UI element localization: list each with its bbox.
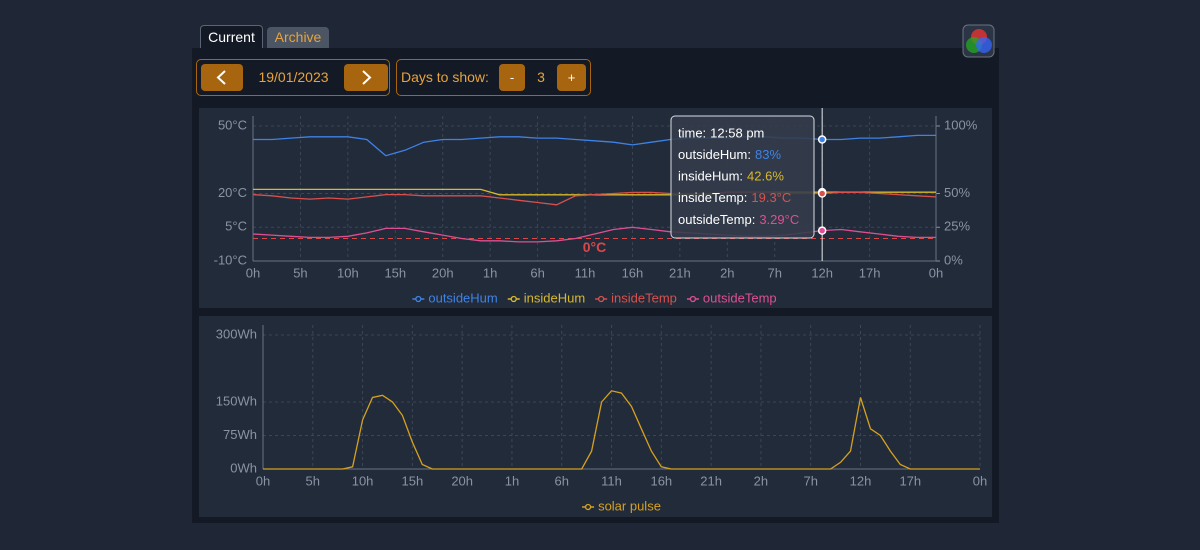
x-tick-label: 20h [451,473,473,488]
legend-label: insideTemp [611,290,677,305]
x-tick-label: 2h [720,265,734,280]
chevron [362,70,372,85]
tooltip-value: 3.29°C [759,212,799,227]
tooltip-name: outsideTemp: [678,212,755,227]
hover-dot [817,189,827,198]
x-tick-label: 10h [337,265,359,280]
y2-tick-label: 0% [944,252,963,267]
tooltip-name: time: [678,125,706,140]
date: 19/01/2023 [258,69,329,85]
x-tick-label: 10h [352,473,374,488]
x-tick-label: 21h [669,265,691,280]
chevron [216,70,226,85]
y-tick-label: 300Wh [216,326,257,341]
tooltip-name: insideTemp: [678,190,747,205]
y-tick-label: 0Wh [230,460,257,475]
tooltip-box [670,115,815,239]
x-tick-label: 12h [850,473,872,488]
x-tick-label: 7h [803,473,817,488]
x-tick-label: 16h [650,473,672,488]
x-tick-label: 5h [293,265,307,280]
x-tick-label: 0h [246,265,260,280]
legend-marker [584,503,592,511]
icon-circle [976,37,992,53]
y-tick-label: 75Wh [223,427,257,442]
tooltip-value: 42.6% [747,169,784,184]
legend-label: outsideHum [428,290,497,305]
y2-tick-label: 50% [944,185,970,200]
minus-button[interactable]: - [499,64,525,91]
x-tick-label: 0h [256,473,270,488]
legend-label: outsideTemp [703,290,777,305]
y-tick-label: -10°C [214,252,247,267]
x-tick-label: 11h [601,473,622,488]
x-tick-label: 0h [929,265,943,280]
tooltip-name: insideHum: [678,169,743,184]
x-tick-label: 6h [555,473,569,488]
x-tick-label: 11h [575,265,596,280]
x-tick-label: 17h [899,473,921,488]
prev-button[interactable] [201,64,243,91]
legend-marker [598,295,605,303]
x-tick-label: 0h [973,473,987,488]
x-tick-label: 1h [483,265,497,280]
y-tick-label: 50°C [218,117,247,132]
next-button[interactable] [344,64,388,91]
x-tick-label: 5h [306,473,320,488]
y2-tick-label: 100% [944,117,978,132]
days-group [396,59,591,96]
tooltip-name: outsideHum: [678,147,751,162]
days-value: 3 [537,69,545,85]
plus-button[interactable]: + [557,64,586,91]
x-tick-label: 21h [700,473,722,488]
app-icon[interactable] [962,24,995,58]
x-tick-label: 12h [811,265,833,280]
tooltip-value: 83% [755,147,781,162]
y-tick-label: 20°C [218,185,247,200]
x-tick-label: 15h [384,265,406,280]
x-tick-label: 1h [505,473,519,488]
x-tick-label: 15h [402,473,424,488]
tab[interactable]: Current [200,25,263,48]
legend-marker [689,295,697,303]
legend: outsideHum insideHum insideTemp outsideTemp [412,290,777,305]
x-tick-label: 2h [754,473,768,488]
y2-tick-label: 25% [944,219,970,234]
legend-label: solar pulse [598,498,661,513]
x-tick-label: 17h [859,265,881,280]
x-tick-label: 6h [530,265,544,280]
chart-panel [199,316,992,517]
tooltip-value: 19.3°C [751,190,791,205]
hover-dot [817,135,827,144]
legend-marker [510,295,517,303]
tab[interactable]: Archive [267,27,329,48]
annotation: 0°C [583,239,607,255]
x-tick-label: 7h [768,265,782,280]
y-tick-label: 5°C [225,219,247,234]
legend: solar pulse [582,498,661,513]
x-tick-label: 16h [622,265,644,280]
y-tick-label: 150Wh [216,393,257,408]
date-group [196,59,390,96]
series-line [263,390,980,470]
hover-dot [817,226,827,235]
legend-label: insideHum [524,290,585,305]
days-label: Days to show: [401,69,489,85]
tooltip: time: 12:58 pm outsideHum: 83% insideHum: 42.… [670,115,815,239]
tooltip-value: 12:58 pm [710,125,764,140]
x-tick-label: 20h [432,265,454,280]
legend-marker [415,295,422,303]
